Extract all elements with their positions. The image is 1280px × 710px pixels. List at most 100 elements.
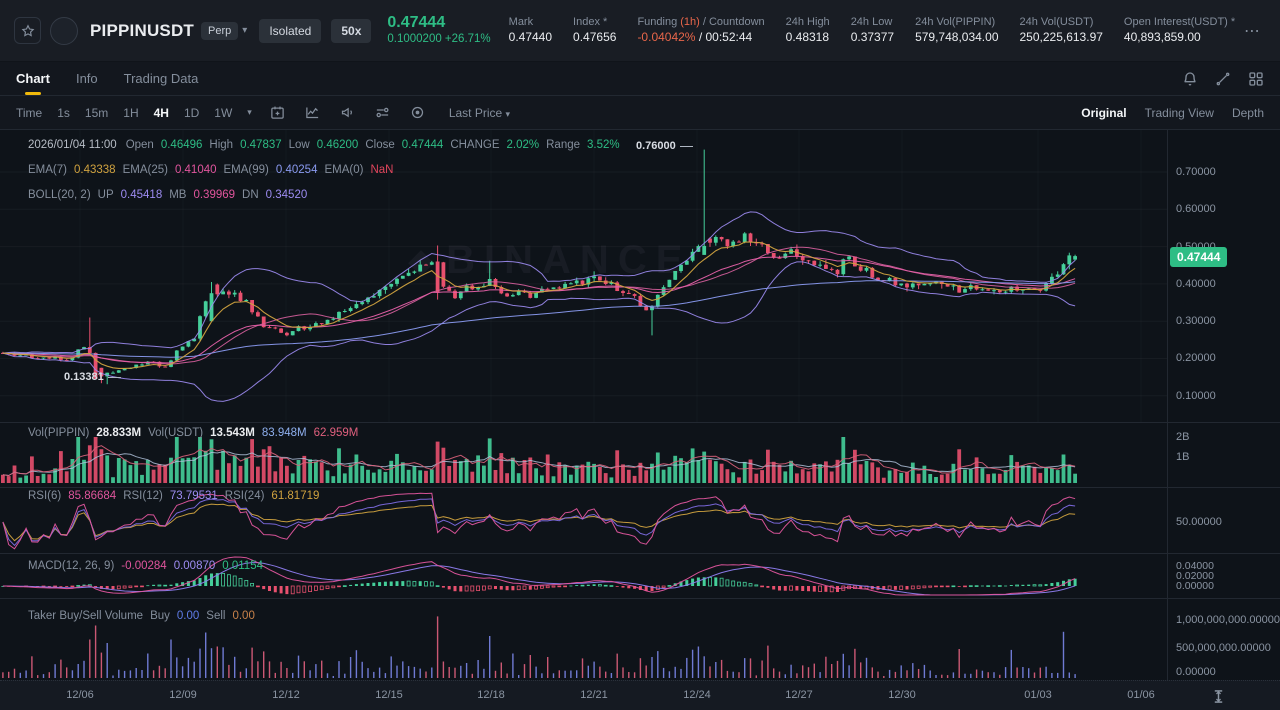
- mode-depth[interactable]: Depth: [1231, 105, 1264, 120]
- tab-trading-data[interactable]: Trading Data: [123, 71, 199, 86]
- ticker-header: PIPPINUSDT Perp ▾ Isolated 50x 0.47444 0…: [0, 0, 1280, 62]
- rsi-legend: RSI(6) 85.86684 RSI(12) 73.79531 RSI(24) 61…: [28, 490, 320, 502]
- margin-mode-button[interactable]: Isolated: [259, 18, 322, 43]
- calendar-icon[interactable]: [270, 105, 285, 120]
- time-axis-label: 12/06: [66, 689, 94, 701]
- axis-label: 2B: [1176, 431, 1190, 443]
- annotation-dash: [107, 376, 121, 378]
- stat-24h-high: 24h High 0.48318: [785, 16, 830, 44]
- annotation-dash: [679, 145, 693, 147]
- stat-mark: Mark 0.47440: [508, 16, 553, 44]
- time-axis-label: 12/21: [580, 689, 608, 701]
- volume-legend: Vol(PIPPIN) 28.833M Vol(USDT) 13.543M 83.9…: [28, 427, 359, 439]
- boll-legend: BOLL(20, 2) UP 0.45418 MB 0.39969 DN 0.3452…: [28, 189, 308, 201]
- chart-toolbar: Time 1s 15m 1H 4H 1D 1W ▾ Last Price ▾ O…: [0, 96, 1280, 130]
- panel-separator[interactable]: [0, 553, 1280, 554]
- rsi-panel-canvas[interactable]: [0, 488, 1167, 553]
- display-settings-icon[interactable]: [375, 105, 390, 120]
- price-change: 0.1000200 +26.71%: [387, 33, 491, 45]
- axis-label: 500,000,000.00000: [1176, 642, 1271, 654]
- interval-1s[interactable]: 1s: [57, 105, 70, 120]
- price-axis[interactable]: 0.700000.600000.500000.400000.300000.200…: [1168, 130, 1280, 680]
- panel-separator[interactable]: [0, 422, 1280, 423]
- interval-chevron-down-icon[interactable]: ▾: [247, 107, 252, 117]
- macd-legend: MACD(12, 26, 9) -0.00284 0.00870 0.01154: [28, 560, 263, 572]
- axis-label: 0.70000: [1176, 166, 1216, 178]
- favorite-star-icon[interactable]: [14, 17, 41, 44]
- exchange-logo-icon: ◆: [408, 241, 435, 280]
- axis-label: 0.04000: [1176, 560, 1214, 572]
- panel-separator[interactable]: [0, 487, 1280, 488]
- megaphone-icon[interactable]: [340, 105, 355, 120]
- target-icon[interactable]: [410, 105, 425, 120]
- time-axis-label: 12/27: [785, 689, 813, 701]
- ohlc-legend: 2026/01/04 11:00 Open 0.46496 High 0.47837…: [28, 139, 620, 151]
- coin-logo: [50, 16, 78, 45]
- price-source-dropdown[interactable]: Last Price ▾: [448, 105, 511, 120]
- stat-index: Index * 0.47656: [573, 16, 617, 44]
- leverage-button[interactable]: 50x: [331, 18, 372, 43]
- interval-1d[interactable]: 1D: [183, 105, 200, 120]
- tab-info[interactable]: Info: [75, 71, 98, 86]
- ema-legend: EMA(7) 0.43338 EMA(25) 0.41040 EMA(99) 0.40…: [28, 164, 394, 176]
- interval-1w[interactable]: 1W: [214, 105, 233, 120]
- time-axis-label: 12/09: [169, 689, 197, 701]
- chart-tabs: Chart Info Trading Data: [0, 62, 1280, 96]
- low-price-annotation: 0.13381: [64, 371, 121, 383]
- last-price-block: 0.47444 0.1000200 +26.71%: [387, 14, 490, 47]
- symbol-chevron-down-icon[interactable]: ▾: [242, 25, 248, 36]
- stat-24h-vol-quote: 24h Vol(USDT) 250,225,613.97: [1019, 16, 1103, 44]
- axis-label: 0.60000: [1176, 203, 1216, 215]
- time-axis-label: 12/24: [683, 689, 711, 701]
- contract-type-badge[interactable]: Perp: [201, 21, 239, 40]
- panel-separator[interactable]: [0, 598, 1280, 599]
- ticker-stats: Mark 0.47440 Index * 0.47656 Funding (1h…: [509, 15, 1236, 46]
- stat-24h-vol-base: 24h Vol(PIPPIN) 579,748,034.00: [915, 16, 999, 44]
- exchange-watermark: ◆ BINANCE: [408, 238, 692, 282]
- time-axis-label: 12/15: [375, 689, 403, 701]
- volume-panel-canvas[interactable]: [0, 423, 1167, 487]
- interval-1h[interactable]: 1H: [123, 105, 139, 120]
- trendline-arrow-icon[interactable]: [1215, 71, 1231, 87]
- axis-label: 50.00000: [1176, 516, 1222, 528]
- taker-panel-canvas[interactable]: [0, 599, 1167, 680]
- time-axis-label: 12/18: [477, 689, 505, 701]
- more-icon[interactable]: ⋯: [1244, 22, 1262, 40]
- interval-time[interactable]: Time: [16, 105, 43, 120]
- time-axis-label: 01/03: [1024, 689, 1052, 701]
- symbol-name[interactable]: PIPPINUSDT: [90, 20, 195, 40]
- axis-label: 0.30000: [1176, 315, 1216, 327]
- app-grid-icon[interactable]: [1248, 71, 1264, 87]
- stat-24h-low: 24h Low 0.37377: [850, 16, 895, 44]
- mode-trading-view[interactable]: Trading View: [1144, 105, 1214, 120]
- interval-4h[interactable]: 4H: [153, 105, 169, 120]
- axis-label: 0.00000: [1176, 666, 1216, 678]
- axis-label: 0.40000: [1176, 278, 1216, 290]
- bell-icon[interactable]: [1182, 71, 1198, 87]
- axis-label: 1,000,000,000.00000: [1176, 614, 1280, 626]
- interval-15m[interactable]: 15m: [84, 105, 109, 120]
- axis-label: 1B: [1176, 451, 1190, 463]
- price-axis-separator: [1167, 130, 1168, 710]
- main-chart-canvas[interactable]: [0, 130, 1167, 422]
- axis-label: 0.20000: [1176, 352, 1216, 364]
- taker-legend: Taker Buy/Sell Volume Buy 0.00 Sell 0.00: [28, 610, 255, 622]
- axis-label: 0.02000: [1176, 570, 1214, 582]
- axis-label: 0.10000: [1176, 390, 1216, 402]
- chart-mode-switch: Original Trading View Depth: [1081, 106, 1264, 120]
- tab-chart[interactable]: Chart: [16, 62, 50, 95]
- last-price-tag: 0.47444: [1170, 247, 1228, 267]
- time-axis-label: 01/06: [1127, 689, 1155, 701]
- high-price-annotation: 0.76000: [636, 140, 693, 152]
- mode-original[interactable]: Original: [1081, 105, 1127, 120]
- time-axis[interactable]: 12/06 12/09 12/12 12/15 12/18 12/21 12/24 12/27…: [0, 680, 1280, 710]
- last-price: 0.47444: [387, 14, 446, 31]
- price-scale-icon[interactable]: [1212, 685, 1234, 707]
- chart-area: ◆ BINANCE 0.700000.600000.500000.400000.…: [0, 130, 1280, 710]
- indicators-icon[interactable]: [305, 105, 320, 120]
- tab-right-icons: [1182, 71, 1264, 87]
- stat-open-interest: Open Interest(USDT) * 40,893,859.00: [1123, 16, 1236, 44]
- stat-funding: Funding (1h) / Countdown -0.04042% / 00:…: [637, 16, 765, 44]
- macd-panel-canvas[interactable]: [0, 554, 1167, 598]
